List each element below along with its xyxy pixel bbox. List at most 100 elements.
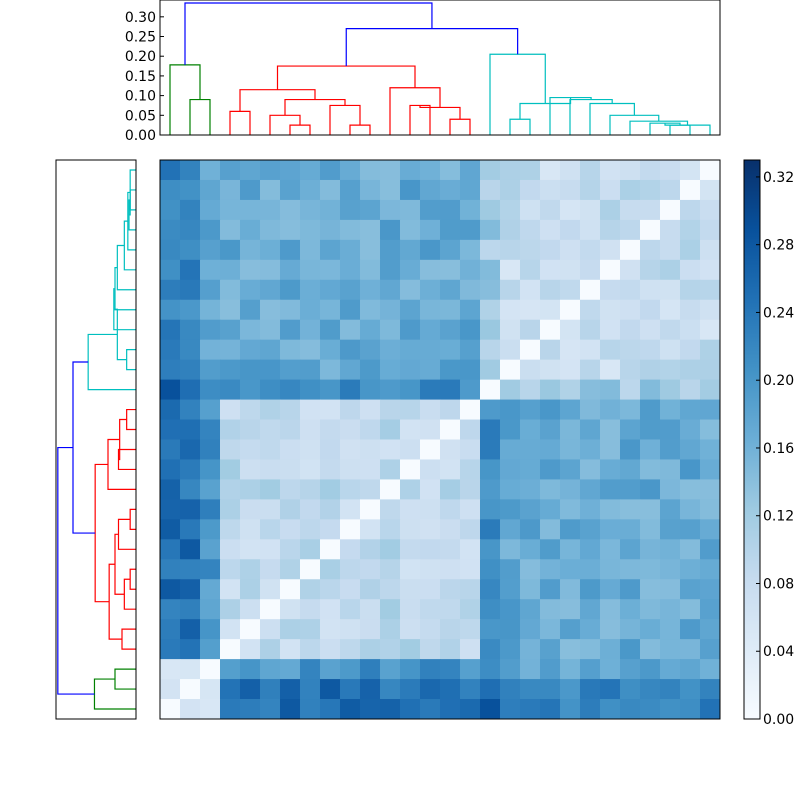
heatmap-cell xyxy=(300,479,321,500)
heatmap-cell xyxy=(520,219,541,241)
heatmap-cell xyxy=(660,339,681,361)
heatmap-cell xyxy=(360,539,381,560)
heatmap-cell xyxy=(380,219,401,241)
heatmap-cell xyxy=(280,479,301,500)
heatmap-cell xyxy=(160,379,181,401)
heatmap-cell xyxy=(460,479,481,500)
heatmap-cell xyxy=(700,319,721,341)
heatmap-cell xyxy=(500,619,521,640)
heatmap-cell xyxy=(540,519,561,540)
heatmap-cell xyxy=(460,199,481,221)
heatmap-cell xyxy=(240,239,261,261)
heatmap-cell xyxy=(640,459,661,480)
heatmap-cell xyxy=(260,219,281,241)
heatmap-cell xyxy=(660,579,681,600)
heatmap-cell xyxy=(440,279,461,301)
heatmap-cell xyxy=(660,679,681,700)
heatmap-cell xyxy=(160,619,181,640)
colorbar-tick-label: 0.12 xyxy=(763,509,794,525)
heatmap-cell xyxy=(420,259,441,281)
top-dendrogram-link xyxy=(609,114,660,135)
heatmap-cell xyxy=(400,599,421,620)
heatmap-cell xyxy=(440,160,461,181)
heatmap-cell xyxy=(180,319,201,341)
heatmap-cell xyxy=(160,319,181,341)
heatmap-cell xyxy=(680,199,701,221)
left-dendrogram-link xyxy=(117,518,136,550)
heatmap-cell xyxy=(280,239,301,261)
heatmap-cell xyxy=(160,439,181,460)
heatmap-cell xyxy=(520,699,541,720)
heatmap-cell xyxy=(660,639,681,660)
heatmap-cell xyxy=(200,559,221,580)
heatmap-cell xyxy=(220,399,241,421)
left-dendrogram-link xyxy=(126,408,136,431)
heatmap-cell xyxy=(700,479,721,500)
heatmap-cell xyxy=(500,439,521,460)
heatmap-cell xyxy=(580,619,601,640)
heatmap-cell xyxy=(620,419,641,440)
heatmap-cell xyxy=(540,419,561,440)
heatmap-cell xyxy=(520,419,541,440)
heatmap-cell xyxy=(220,239,241,261)
heatmap-cell xyxy=(380,239,401,261)
heatmap-cell xyxy=(420,659,441,680)
heatmap-cell xyxy=(580,239,601,261)
heatmap-cell xyxy=(560,679,581,700)
heatmap-cell xyxy=(600,339,621,361)
heatmap-cell xyxy=(160,359,181,381)
colorbar-gradient xyxy=(743,159,761,720)
left-dendrogram-link xyxy=(114,533,125,595)
heatmap-cell xyxy=(200,699,221,720)
heatmap-cell xyxy=(360,519,381,540)
heatmap-cell xyxy=(440,439,461,460)
heatmap-cell xyxy=(540,659,561,680)
heatmap-cell xyxy=(200,219,221,241)
heatmap-cell xyxy=(600,599,621,620)
heatmap-cell xyxy=(340,239,361,261)
heatmap-cell xyxy=(560,279,581,301)
heatmap-cell xyxy=(380,639,401,660)
heatmap-cell xyxy=(660,319,681,341)
heatmap-cell xyxy=(320,459,341,480)
heatmap-cell xyxy=(420,579,441,600)
heatmap-cell xyxy=(600,219,621,241)
heatmap-cell xyxy=(480,299,501,321)
top-dendrogram-tick-label: 0.05 xyxy=(125,108,156,124)
heatmap-cell xyxy=(260,659,281,680)
heatmap-cell xyxy=(400,459,421,480)
heatmap-cell xyxy=(240,579,261,600)
top-dendrogram-tick-label: 0.15 xyxy=(125,69,156,85)
heatmap-cell xyxy=(380,619,401,640)
heatmap-cell xyxy=(400,399,421,421)
heatmap-cell xyxy=(500,659,521,680)
heatmap-cell xyxy=(500,479,521,500)
heatmap-cell xyxy=(400,199,421,221)
heatmap-cell xyxy=(260,419,281,440)
heatmap-cell xyxy=(440,179,461,201)
heatmap-cell xyxy=(200,479,221,500)
heatmap-cell xyxy=(480,379,501,401)
heatmap-cell xyxy=(520,439,541,460)
heatmap-cell xyxy=(240,339,261,361)
heatmap-cell xyxy=(620,259,641,281)
heatmap-cell xyxy=(160,179,181,201)
heatmap-cell xyxy=(500,299,521,321)
heatmap-cell xyxy=(420,619,441,640)
left-dendrogram-link xyxy=(57,446,95,695)
heatmap-cell xyxy=(580,279,601,301)
heatmap-cell xyxy=(440,499,461,520)
heatmap-cell xyxy=(160,199,181,221)
colorbar-tick-label: 0.04 xyxy=(763,644,794,660)
heatmap-cell xyxy=(420,419,441,440)
heatmap-cell xyxy=(520,679,541,700)
heatmap-cell xyxy=(440,679,461,700)
heatmap-cell xyxy=(480,219,501,241)
heatmap-cell xyxy=(580,319,601,341)
heatmap-cell xyxy=(220,379,241,401)
heatmap-cell xyxy=(160,639,181,660)
heatmap-cell xyxy=(480,659,501,680)
heatmap-cell xyxy=(260,439,281,460)
heatmap-cell xyxy=(640,160,661,181)
heatmap-cell xyxy=(320,279,341,301)
